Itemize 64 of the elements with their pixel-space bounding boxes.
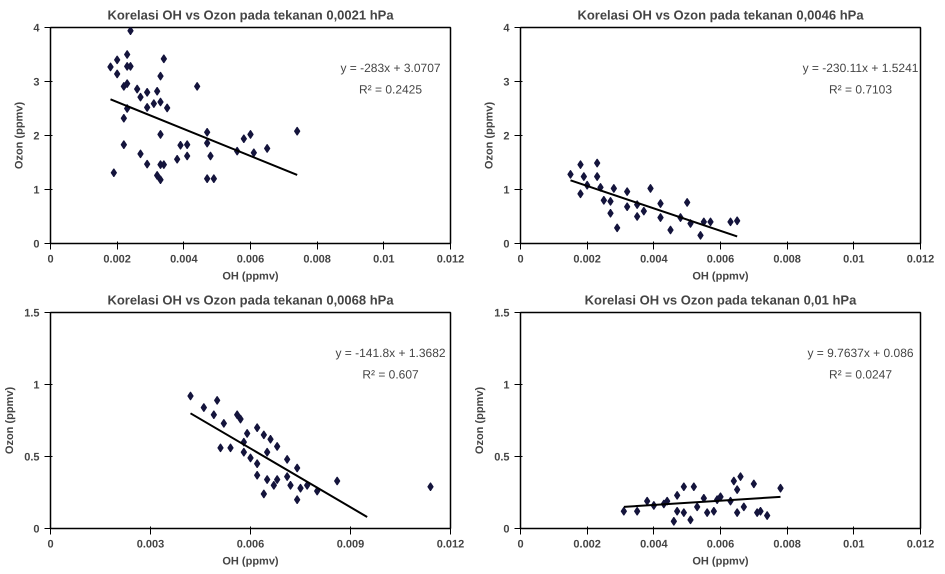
y-tick-label: 0 (33, 524, 40, 536)
y-tick-label: 3 (33, 76, 40, 88)
y-tick-label: 0.5 (494, 452, 510, 464)
x-tick-label: 0.008 (303, 254, 331, 266)
y-tick-label: 4 (503, 22, 510, 34)
x-tick-label: 0.012 (436, 254, 464, 266)
x-axis-title: OH (ppmv) (222, 556, 279, 568)
x-tick-label: 0.002 (103, 254, 131, 266)
annotation: R² = 0.0247 (828, 368, 892, 382)
x-tick-label: 0.01 (843, 254, 865, 266)
x-tick-label: 0.006 (706, 254, 734, 266)
y-tick-label: 0 (503, 524, 510, 536)
y-tick-label: 1 (503, 184, 510, 196)
x-axis-title: OH (ppmv) (222, 270, 279, 282)
annotation: R² = 0.2425 (358, 82, 422, 97)
y-tick-label: 1 (33, 184, 40, 196)
y-tick-label: 2 (503, 130, 510, 142)
y-axis-title: Ozon (ppmv) (474, 386, 486, 454)
x-tick-label: 0.012 (436, 538, 464, 550)
y-tick-label: 0 (503, 238, 510, 250)
x-tick-label: 0.012 (906, 254, 934, 266)
y-tick-label: 2 (33, 130, 40, 142)
x-tick-label: 0.01 (843, 538, 865, 550)
y-tick-label: 1 (33, 380, 40, 392)
x-tick-label: 0.002 (573, 254, 601, 266)
chart-title: Korelasi OH vs Ozon pada tekanan 0,01 hPa (584, 292, 858, 308)
y-axis-title: Ozon (ppmv) (483, 102, 496, 170)
x-tick-label: 0.008 (773, 538, 801, 550)
y-tick-label: 0.5 (24, 452, 40, 464)
chart-title: Korelasi OH vs Ozon pada tekanan 0,0046 hPa (577, 8, 864, 22)
y-tick-label: 4 (33, 22, 40, 34)
x-tick-label: 0 (47, 538, 54, 550)
y-tick-label: 3 (503, 76, 510, 88)
x-tick-label: 0.004 (170, 254, 198, 266)
annotation: y = -230.11x + 1.5241 (802, 61, 919, 76)
x-tick-label: 0 (47, 254, 54, 266)
x-tick-label: 0.002 (573, 538, 601, 550)
chart-title: Korelasi OH vs Ozon pada tekanan 0,0068 hPa (107, 292, 394, 308)
x-tick-label: 0 (517, 254, 524, 266)
x-tick-label: 0.003 (136, 538, 164, 550)
x-tick-label: 0.004 (640, 254, 668, 266)
x-tick-label: 0.006 (236, 254, 264, 266)
x-tick-label: 0.009 (336, 538, 364, 550)
x-tick-label: 0.004 (640, 538, 668, 550)
annotation: y = -141.8x + 1.3682 (335, 346, 446, 360)
annotation: y = -283x + 3.0707 (340, 61, 441, 76)
x-tick-label: 0 (517, 538, 524, 550)
y-axis-title: Ozon (ppmv) (13, 102, 26, 170)
x-axis-title: OH (ppmv) (692, 270, 749, 282)
x-tick-label: 0.01 (373, 254, 395, 266)
y-tick-label: 1.5 (24, 308, 40, 320)
x-tick-label: 0.006 (706, 538, 734, 550)
annotation: R² = 0.7103 (828, 82, 892, 97)
annotation: y = 9.7637x + 0.086 (807, 346, 914, 360)
x-tick-label: 0.012 (906, 538, 934, 550)
x-tick-label: 0.008 (773, 254, 801, 266)
y-axis-title: Ozon (ppmv) (4, 386, 16, 454)
annotation: R² = 0.607 (362, 368, 420, 382)
y-tick-label: 1 (503, 380, 510, 392)
y-tick-label: 1.5 (494, 308, 510, 320)
y-tick-label: 0 (33, 238, 40, 250)
chart-title: Korelasi OH vs Ozon pada tekanan 0,0021 hPa (107, 8, 394, 22)
x-tick-label: 0.006 (236, 538, 264, 550)
x-axis-title: OH (ppmv) (692, 556, 749, 568)
